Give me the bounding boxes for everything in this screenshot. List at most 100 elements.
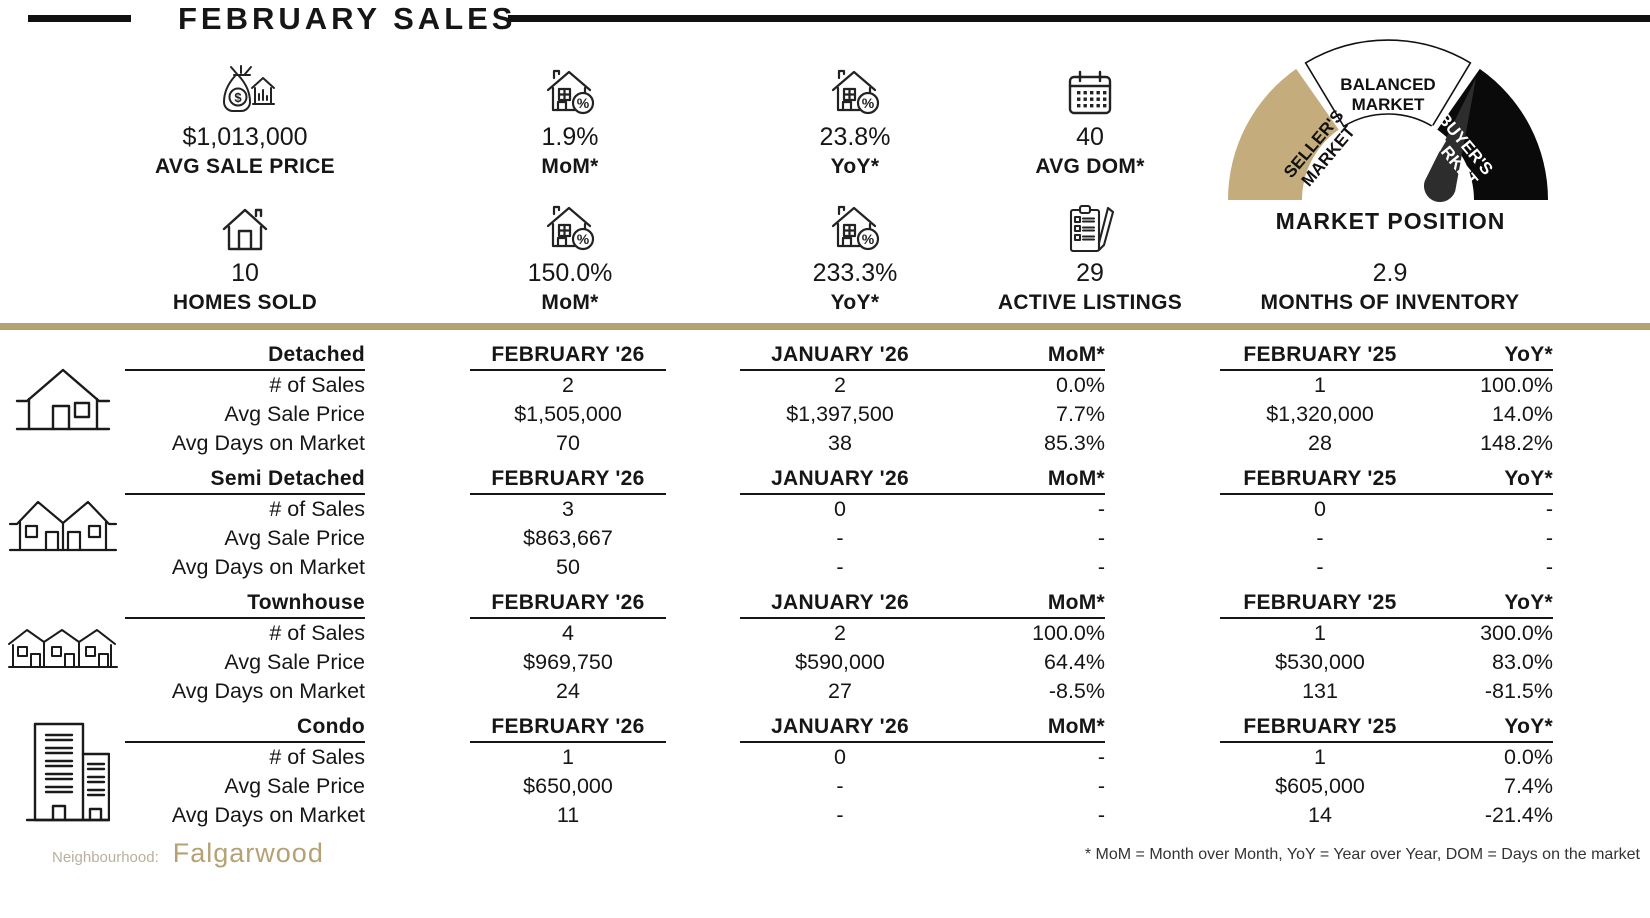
row-label: Avg Days on Market — [171, 431, 365, 455]
table-cell: - — [1097, 745, 1105, 769]
gauge-label-balanced-line1: BALANCED — [1340, 75, 1435, 94]
table-cell: 0 — [834, 745, 846, 769]
footnote-disclaimer: * MoM = Month over Month, YoY = Year ove… — [1084, 846, 1640, 863]
gauge-segment-balanced-market — [1304, 39, 1472, 128]
column-header-prev-month: JANUARY '26 — [740, 465, 940, 495]
table-cell: - — [1097, 555, 1105, 579]
table-cell: 2 — [834, 373, 846, 397]
table-cell: $863,667 — [523, 526, 613, 550]
table-cell: $590,000 — [795, 650, 885, 674]
house-percent-icon: % — [405, 66, 735, 118]
neighbourhood: Neighbourhood: Falgarwood — [52, 838, 324, 869]
table-cell: - — [1545, 555, 1553, 579]
gauge-label-balanced-line2: MARKET — [1352, 95, 1425, 114]
stat-label: HOMES SOLD — [172, 291, 318, 314]
house-icon — [80, 202, 410, 254]
column-header-mom: MoM* — [940, 465, 1105, 495]
column-header-prev-month: JANUARY '26 — [740, 589, 940, 619]
table-cell: 64.4% — [1044, 650, 1105, 674]
stat-label: YoY* — [830, 155, 880, 178]
property-type-label: Detached — [125, 341, 365, 371]
table-cell: - — [1316, 526, 1324, 550]
gauge-title: MARKET POSITION — [1275, 208, 1506, 234]
page-title: FEBRUARY SALES — [178, 1, 517, 36]
table-cell: 50 — [556, 555, 580, 579]
table-cell: $605,000 — [1275, 774, 1365, 798]
stat-value: 23.8% — [819, 123, 891, 151]
market-position-gauge: SELLER'S MARKET BALANCED MARKET BUYER'S … — [1218, 28, 1563, 235]
money-bag-house-icon: $ — [80, 65, 410, 118]
column-header-prev-year: FEBRUARY '25 — [1220, 465, 1420, 495]
sales-table: Detached FEBRUARY '26 JANUARY '26 MoM* F… — [0, 341, 1650, 837]
row-label: Avg Days on Market — [171, 679, 365, 703]
column-header-mom: MoM* — [940, 713, 1105, 743]
stat-value: 233.3% — [812, 259, 898, 287]
row-label: # of Sales — [269, 373, 365, 397]
stat-active-listings: 29 ACTIVE LISTINGS — [925, 202, 1255, 316]
table-cell: 11 — [556, 803, 580, 827]
gauge-needle — [1423, 78, 1476, 203]
row-label: Avg Days on Market — [171, 555, 365, 579]
column-header-mom: MoM* — [940, 341, 1105, 371]
table-cell: - — [1097, 774, 1105, 798]
property-type-label: Semi Detached — [125, 465, 365, 495]
table-cell: 3 — [562, 497, 574, 521]
column-header-prev-month: JANUARY '26 — [740, 713, 940, 743]
table-section-townhouse: Townhouse FEBRUARY '26 JANUARY '26 MoM* … — [0, 589, 1650, 706]
clipboard-pencil-icon — [925, 202, 1255, 254]
stat-homes-sold: 10 HOMES SOLD — [80, 202, 410, 316]
stat-value: 29 — [1076, 259, 1104, 287]
column-header-yoy: YoY* — [1420, 589, 1553, 619]
column-header-yoy: YoY* — [1420, 713, 1553, 743]
stat-label: MONTHS OF INVENTORY — [1260, 291, 1520, 314]
table-cell: -8.5% — [1048, 679, 1105, 703]
table-cell: - — [1097, 803, 1105, 827]
table-cell: 38 — [828, 431, 852, 455]
stat-label: AVG SALE PRICE — [154, 155, 335, 178]
table-cell: 1 — [562, 745, 574, 769]
table-cell: 7.4% — [1503, 774, 1553, 798]
table-cell: 131 — [1302, 679, 1338, 703]
table-cell: $1,320,000 — [1266, 402, 1374, 426]
column-header-current: FEBRUARY '26 — [470, 465, 666, 495]
stat-sold-yoy: % 233.3% YoY* — [690, 202, 1020, 316]
table-cell: $1,505,000 — [514, 402, 622, 426]
table-cell: $530,000 — [1275, 650, 1365, 674]
header-rule-right — [508, 15, 1650, 22]
table-cell: 85.3% — [1044, 431, 1105, 455]
condo-icon — [0, 713, 125, 830]
table-cell: 1 — [1314, 745, 1326, 769]
column-header-yoy: YoY* — [1420, 465, 1553, 495]
table-cell: 14.0% — [1492, 402, 1553, 426]
table-cell: - — [1097, 497, 1105, 521]
table-cell: 100.0% — [1032, 621, 1105, 645]
column-header-current: FEBRUARY '26 — [470, 589, 666, 619]
table-cell: 0.0% — [1055, 373, 1105, 397]
row-label: # of Sales — [269, 621, 365, 645]
gauge-chart: SELLER'S MARKET BALANCED MARKET BUYER'S … — [1228, 39, 1548, 203]
table-section-detached: Detached FEBRUARY '26 JANUARY '26 MoM* F… — [0, 341, 1650, 458]
table-cell: 0.0% — [1503, 745, 1553, 769]
table-cell: -21.4% — [1484, 803, 1553, 827]
stat-value: 10 — [231, 259, 259, 287]
neighbourhood-label: Neighbourhood: — [52, 849, 159, 866]
row-label: Avg Sale Price — [224, 650, 365, 674]
stat-sold-mom: % 150.0% MoM* — [405, 202, 735, 316]
table-cell: 24 — [556, 679, 580, 703]
property-type-label: Townhouse — [125, 589, 365, 619]
stat-value: 2.9 — [1372, 259, 1408, 287]
table-cell: $650,000 — [523, 774, 613, 798]
detached-house-icon — [0, 341, 125, 458]
table-section-condo: Condo FEBRUARY '26 JANUARY '26 MoM* FEBR… — [0, 713, 1650, 830]
column-header-prev-year: FEBRUARY '25 — [1220, 589, 1420, 619]
house-percent-icon: % — [690, 66, 1020, 118]
svg-text:%: % — [577, 231, 590, 247]
table-cell: 14 — [1308, 803, 1332, 827]
table-cell: 0 — [834, 497, 846, 521]
table-cell: - — [836, 774, 844, 798]
table-cell: - — [836, 555, 844, 579]
row-label: # of Sales — [269, 745, 365, 769]
table-cell: 0 — [1314, 497, 1326, 521]
svg-text:$: $ — [234, 90, 242, 105]
table-cell: 1 — [1314, 621, 1326, 645]
